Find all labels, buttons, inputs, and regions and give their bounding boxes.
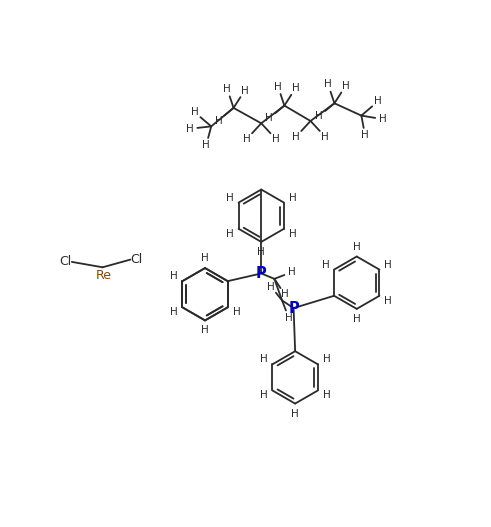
Text: H: H bbox=[260, 354, 268, 364]
Text: H: H bbox=[267, 282, 275, 291]
Text: H: H bbox=[201, 326, 209, 335]
Text: H: H bbox=[384, 260, 392, 270]
Text: H: H bbox=[289, 192, 297, 202]
Text: Re: Re bbox=[96, 269, 112, 282]
Text: H: H bbox=[170, 307, 178, 317]
Text: H: H bbox=[243, 134, 251, 144]
Text: H: H bbox=[288, 267, 296, 277]
Text: H: H bbox=[233, 307, 240, 317]
Text: H: H bbox=[315, 111, 323, 121]
Text: H: H bbox=[223, 84, 231, 94]
Text: H: H bbox=[170, 271, 178, 281]
Text: H: H bbox=[292, 132, 300, 142]
Text: H: H bbox=[361, 131, 369, 141]
Text: P: P bbox=[288, 300, 299, 316]
Text: H: H bbox=[260, 391, 268, 401]
Text: P: P bbox=[256, 266, 267, 281]
Text: H: H bbox=[272, 134, 279, 144]
Text: H: H bbox=[281, 289, 289, 299]
Text: H: H bbox=[226, 192, 234, 202]
Text: H: H bbox=[241, 86, 248, 95]
Text: H: H bbox=[285, 313, 293, 323]
Text: Cl: Cl bbox=[59, 256, 72, 268]
Text: H: H bbox=[289, 229, 297, 239]
Text: H: H bbox=[191, 107, 198, 117]
Text: H: H bbox=[274, 82, 282, 92]
Text: H: H bbox=[201, 253, 209, 263]
Text: H: H bbox=[323, 354, 330, 364]
Text: Cl: Cl bbox=[131, 253, 143, 266]
Text: H: H bbox=[323, 391, 330, 401]
Text: H: H bbox=[215, 115, 222, 125]
Text: H: H bbox=[321, 132, 329, 142]
Text: H: H bbox=[265, 113, 273, 123]
Text: H: H bbox=[353, 314, 360, 324]
Text: H: H bbox=[384, 296, 392, 306]
Text: H: H bbox=[257, 247, 265, 257]
Text: H: H bbox=[353, 241, 360, 251]
Text: H: H bbox=[379, 114, 387, 124]
Text: H: H bbox=[342, 81, 350, 91]
Text: H: H bbox=[291, 408, 299, 418]
Text: H: H bbox=[226, 229, 234, 239]
Text: H: H bbox=[322, 260, 329, 270]
Text: H: H bbox=[292, 83, 300, 93]
Text: H: H bbox=[324, 80, 332, 90]
Text: H: H bbox=[202, 140, 210, 150]
Text: H: H bbox=[186, 124, 193, 134]
Text: H: H bbox=[374, 96, 382, 106]
